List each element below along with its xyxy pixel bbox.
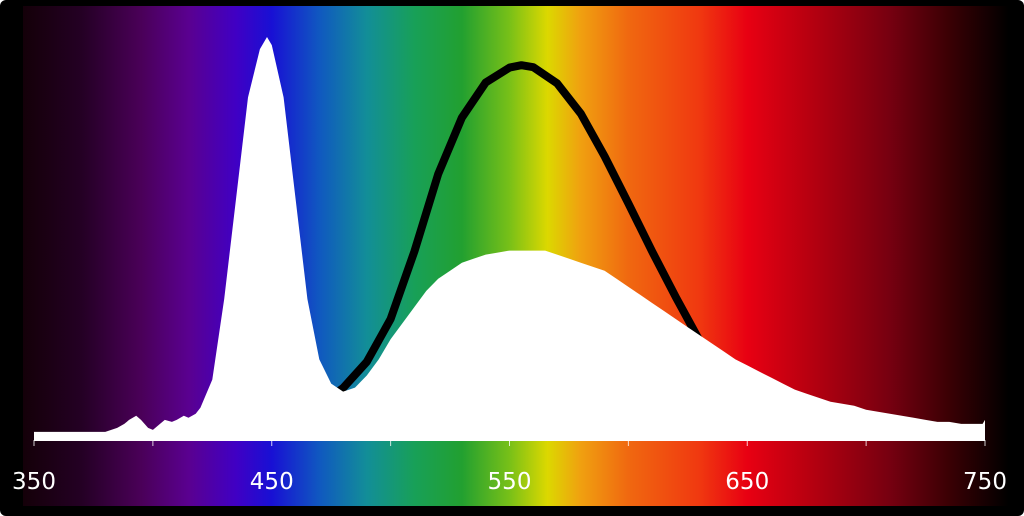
x-tick-label: 650 <box>725 469 769 495</box>
x-tick-label: 350 <box>12 469 56 495</box>
x-tick-label: 550 <box>488 469 532 495</box>
x-tick-label: 450 <box>250 469 294 495</box>
x-tick-label: 750 <box>963 469 1007 495</box>
spectrum-area <box>34 37 985 441</box>
sensitivity-curve <box>316 61 727 409</box>
x-axis-baseline <box>34 432 985 441</box>
